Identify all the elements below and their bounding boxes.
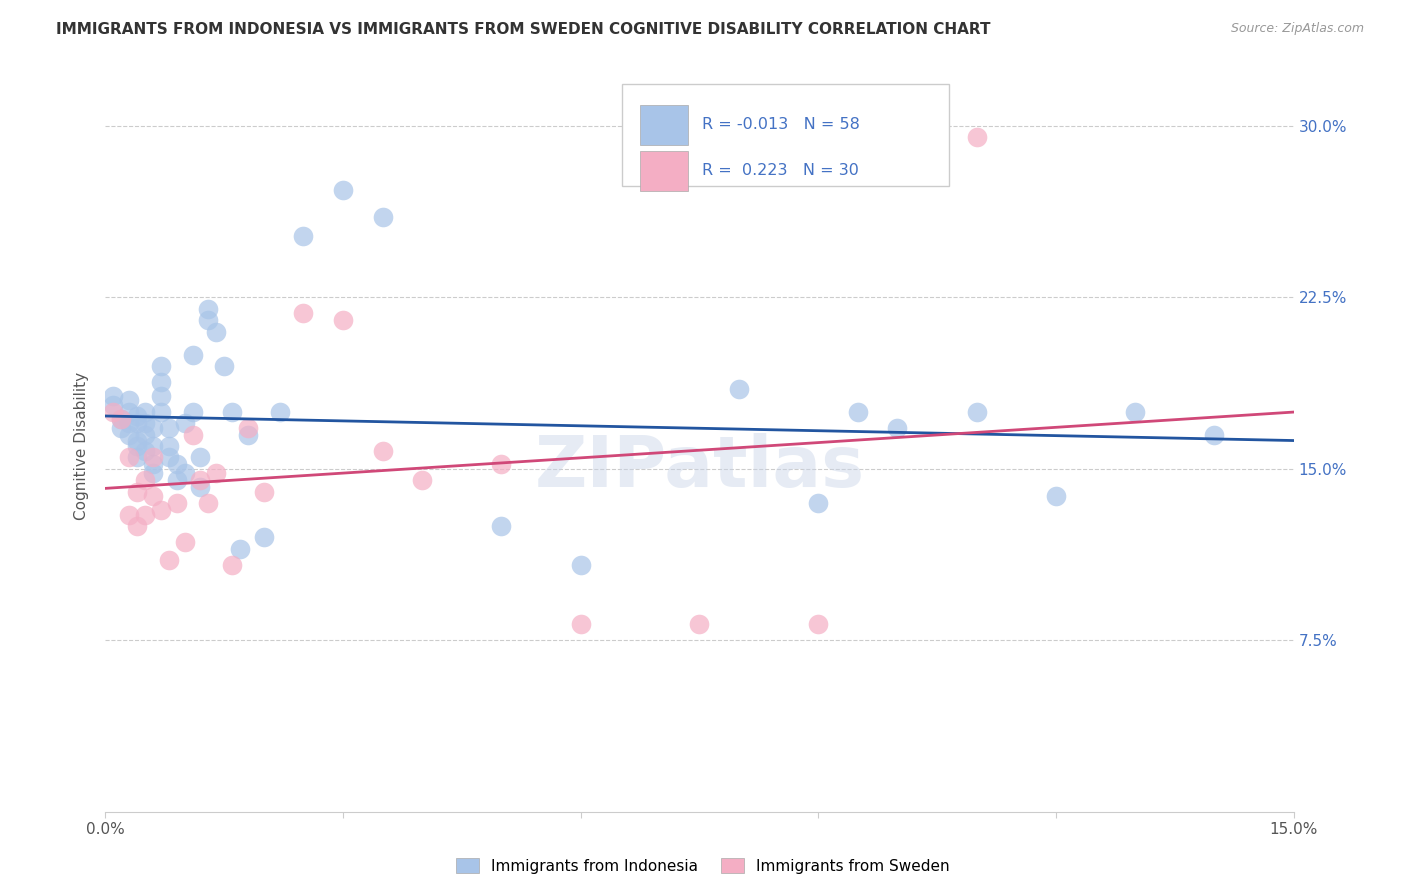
Point [236,427,259,442]
Point [371,211,394,225]
Point [371,443,394,458]
Point [134,443,156,458]
Point [292,306,315,320]
Point [491,519,513,533]
Point [142,420,165,434]
Point [134,508,156,522]
Point [127,439,149,453]
Point [142,450,165,465]
Point [149,389,172,403]
Text: R = -0.013   N = 58: R = -0.013 N = 58 [702,118,859,132]
Point [253,530,276,544]
Point [269,405,291,419]
Point [118,405,141,419]
Point [221,558,243,572]
Point [1045,489,1067,503]
Point [1204,427,1226,442]
Point [190,473,212,487]
Point [103,405,125,419]
Point [127,416,149,430]
Point [846,405,869,419]
Point [205,467,228,481]
Point [127,484,149,499]
Point [569,617,592,632]
Bar [623,84,949,186]
Point [491,458,513,472]
Point [127,409,149,424]
Point [253,484,276,499]
Point [728,382,751,396]
Point [197,313,219,327]
Point [149,503,172,517]
Point [190,480,212,494]
Point [142,439,165,453]
Point [110,420,132,434]
Point [127,519,149,533]
Point [1123,405,1146,419]
Point [134,405,156,419]
Point [569,558,592,572]
Point [134,416,156,430]
Point [142,467,165,481]
Point [181,427,204,442]
Point [166,496,188,510]
Point [110,411,132,425]
Point [134,473,156,487]
Point [173,467,195,481]
Point [118,416,141,430]
Legend: Immigrants from Indonesia, Immigrants from Sweden: Immigrants from Indonesia, Immigrants fr… [450,852,956,880]
Point [332,313,354,327]
Point [110,411,132,425]
Point [149,375,172,389]
Point [181,405,204,419]
Point [236,420,259,434]
Point [173,416,195,430]
Point [149,359,172,373]
Point [157,450,180,465]
Point [157,420,180,434]
Point [134,427,156,442]
Point [332,183,354,197]
Point [142,489,165,503]
Bar [640,104,688,145]
Point [197,496,219,510]
Point [689,617,711,632]
Y-axis label: Cognitive Disability: Cognitive Disability [75,372,90,520]
Point [103,389,125,403]
Text: Source: ZipAtlas.com: Source: ZipAtlas.com [1230,22,1364,36]
Point [966,130,988,145]
Point [166,473,188,487]
Point [181,347,204,362]
Point [142,458,165,472]
Text: IMMIGRANTS FROM INDONESIA VS IMMIGRANTS FROM SWEDEN COGNITIVE DISABILITY CORRELA: IMMIGRANTS FROM INDONESIA VS IMMIGRANTS … [56,22,991,37]
Text: R =  0.223   N = 30: R = 0.223 N = 30 [702,163,859,178]
Point [197,301,219,316]
Point [127,450,149,465]
Point [166,458,188,472]
Point [118,393,141,408]
Point [190,450,212,465]
Point [173,535,195,549]
Point [411,473,433,487]
Point [966,405,988,419]
Point [807,617,830,632]
Point [118,427,141,442]
Point [886,420,908,434]
Bar [640,151,688,191]
Point [229,541,252,556]
Point [292,228,315,243]
Point [157,439,180,453]
Point [127,434,149,449]
Point [103,398,125,412]
Point [221,405,243,419]
Point [118,450,141,465]
Text: ZIPatlas: ZIPatlas [534,434,865,502]
Point [149,405,172,419]
Point [118,508,141,522]
Point [214,359,236,373]
Point [807,496,830,510]
Point [205,325,228,339]
Point [157,553,180,567]
